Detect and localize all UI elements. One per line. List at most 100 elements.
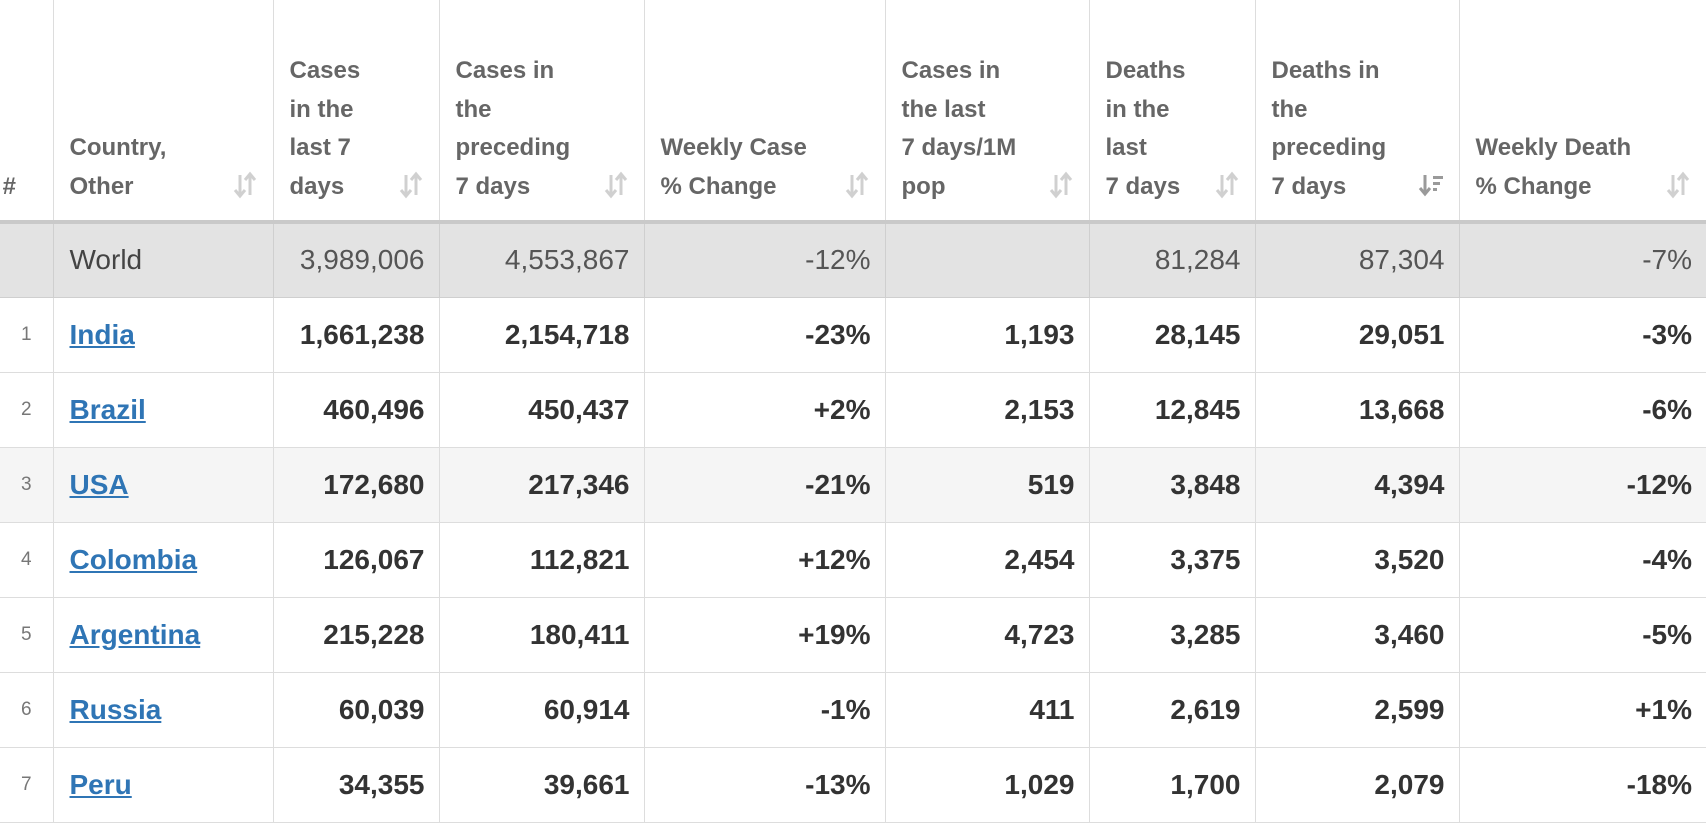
country-link[interactable]: Colombia bbox=[69, 543, 198, 575]
header-label-line: 7 days/1M bbox=[901, 134, 1017, 161]
header-label: Deaths in the last 7 days bbox=[1106, 52, 1241, 206]
header-deaths-prev-7d[interactable]: Deaths in the preceding 7 days bbox=[1254, 0, 1459, 224]
cases-7d-cell: 60,039 bbox=[272, 672, 439, 748]
cases-prev-7d-cell: 180,411 bbox=[438, 597, 644, 673]
sort-icon[interactable] bbox=[1664, 171, 1692, 199]
header-cases-7d[interactable]: Cases in the last 7 days bbox=[272, 0, 439, 224]
table-row: 5 Argentina 215,228 180,411 +19% 4,723 3,285 3,… bbox=[0, 597, 1706, 673]
header-label-line: Deaths bbox=[1105, 57, 1186, 84]
header-label-line: Cases in bbox=[455, 57, 555, 84]
header-label: Deaths in the preceding 7 days bbox=[1272, 52, 1445, 206]
country-cell: Colombia bbox=[52, 522, 273, 598]
header-label: # bbox=[0, 168, 53, 207]
death-change-cell: -7% bbox=[1458, 222, 1706, 298]
cases-7d-cell: 172,680 bbox=[272, 447, 439, 523]
header-label-line: Country, bbox=[69, 134, 167, 161]
cases-prev-7d-cell: 4,553,867 bbox=[438, 222, 644, 298]
deaths-prev-7d-cell: 2,599 bbox=[1254, 672, 1459, 748]
cases-prev-7d-cell: 39,661 bbox=[438, 747, 644, 823]
sort-desc-icon[interactable] bbox=[1417, 171, 1445, 199]
header-label-line: Deaths in bbox=[1271, 57, 1380, 84]
header-death-change[interactable]: Weekly Death % Change bbox=[1458, 0, 1706, 224]
header-cases-prev-7d[interactable]: Cases in the preceding 7 days bbox=[438, 0, 644, 224]
case-change-cell: -21% bbox=[643, 447, 885, 523]
header-label-line: in the bbox=[289, 95, 354, 123]
cases-prev-7d-cell: 2,154,718 bbox=[438, 297, 644, 373]
death-change-cell: -6% bbox=[1458, 372, 1706, 448]
country-link[interactable]: Russia bbox=[69, 693, 162, 725]
cases-per-1m-cell bbox=[884, 222, 1089, 298]
sort-icon[interactable] bbox=[843, 171, 871, 199]
case-change-cell: -1% bbox=[643, 672, 885, 748]
rank-cell: 5 bbox=[0, 597, 53, 673]
deaths-prev-7d-cell: 13,668 bbox=[1254, 372, 1459, 448]
sort-icon[interactable] bbox=[1213, 171, 1241, 199]
header-label-line: 7 days bbox=[1271, 172, 1347, 200]
cases-7d-cell: 460,496 bbox=[272, 372, 439, 448]
header-label-line: % Change bbox=[660, 172, 777, 200]
header-label-line: last bbox=[1105, 134, 1147, 161]
country-link[interactable]: USA bbox=[69, 468, 129, 500]
deaths-prev-7d-cell: 29,051 bbox=[1254, 297, 1459, 373]
header-label-line: 7 days bbox=[455, 172, 531, 200]
deaths-prev-7d-cell: 4,394 bbox=[1254, 447, 1459, 523]
deaths-7d-cell: 3,848 bbox=[1088, 447, 1255, 523]
header-label-line: Cases bbox=[289, 57, 361, 84]
header-label-line: preceding bbox=[455, 134, 571, 161]
header-row: # Country, Other Cases in the last 7 days Cases… bbox=[0, 0, 1706, 224]
deaths-7d-cell: 81,284 bbox=[1088, 222, 1255, 298]
sort-icon[interactable] bbox=[231, 171, 259, 199]
deaths-7d-cell: 3,285 bbox=[1088, 597, 1255, 673]
sort-icon[interactable] bbox=[397, 171, 425, 199]
cases-per-1m-cell: 2,454 bbox=[884, 522, 1089, 598]
deaths-prev-7d-cell: 3,520 bbox=[1254, 522, 1459, 598]
cases-per-1m-cell: 4,723 bbox=[884, 597, 1089, 673]
country-cell: Brazil bbox=[52, 372, 273, 448]
sort-icon[interactable] bbox=[1047, 171, 1075, 199]
header-label-line: pop bbox=[901, 172, 946, 200]
deaths-prev-7d-cell: 87,304 bbox=[1254, 222, 1459, 298]
header-label-line: Cases in bbox=[901, 57, 1001, 84]
country-cell: USA bbox=[52, 447, 273, 523]
header-label: Cases in the preceding 7 days bbox=[456, 52, 630, 206]
header-case-change[interactable]: Weekly Case % Change bbox=[643, 0, 885, 224]
country-link[interactable]: Brazil bbox=[69, 393, 146, 425]
rank-cell: 6 bbox=[0, 672, 53, 748]
country-cell: World bbox=[52, 222, 273, 298]
country-link[interactable]: Argentina bbox=[69, 618, 201, 650]
case-change-cell: +19% bbox=[643, 597, 885, 673]
sort-icon[interactable] bbox=[602, 171, 630, 199]
header-deaths-7d[interactable]: Deaths in the last 7 days bbox=[1088, 0, 1255, 224]
case-change-cell: +12% bbox=[643, 522, 885, 598]
deaths-7d-cell: 28,145 bbox=[1088, 297, 1255, 373]
death-change-cell: -3% bbox=[1458, 297, 1706, 373]
table-row: 2 Brazil 460,496 450,437 +2% 2,153 12,845 13,66… bbox=[0, 372, 1706, 448]
rank-cell: 3 bbox=[0, 447, 53, 523]
cases-per-1m-cell: 1,193 bbox=[884, 297, 1089, 373]
case-change-cell: -12% bbox=[643, 222, 885, 298]
country-link[interactable]: Peru bbox=[69, 768, 132, 800]
header-cases-per-1m[interactable]: Cases in the last 7 days/1M pop bbox=[884, 0, 1089, 224]
header-country[interactable]: Country, Other bbox=[52, 0, 273, 224]
cases-7d-cell: 3,989,006 bbox=[272, 222, 439, 298]
country-link[interactable]: India bbox=[69, 318, 135, 350]
deaths-prev-7d-cell: 3,460 bbox=[1254, 597, 1459, 673]
table-row: 7 Peru 34,355 39,661 -13% 1,029 1,700 2,079 -18% bbox=[0, 747, 1706, 823]
header-label-line: Other bbox=[69, 172, 134, 200]
cases-7d-cell: 1,661,238 bbox=[272, 297, 439, 373]
rank-cell: 1 bbox=[0, 297, 53, 373]
header-rank: # bbox=[0, 0, 53, 224]
header-label-line: last 7 bbox=[289, 134, 351, 161]
country-cell: Argentina bbox=[52, 597, 273, 673]
world-row: World 3,989,006 4,553,867 -12% 81,284 87… bbox=[0, 222, 1706, 298]
header-label-line: the bbox=[455, 95, 492, 123]
rank-cell bbox=[0, 222, 53, 298]
header-label-line: days bbox=[289, 172, 345, 200]
header-label-line: preceding bbox=[1271, 134, 1387, 161]
table-row: 4 Colombia 126,067 112,821 +12% 2,454 3,375 3,5… bbox=[0, 522, 1706, 598]
case-change-cell: -23% bbox=[643, 297, 885, 373]
header-label: Cases in the last 7 days bbox=[290, 52, 425, 206]
cases-prev-7d-cell: 112,821 bbox=[438, 522, 644, 598]
cases-per-1m-cell: 2,153 bbox=[884, 372, 1089, 448]
rank-cell: 4 bbox=[0, 522, 53, 598]
